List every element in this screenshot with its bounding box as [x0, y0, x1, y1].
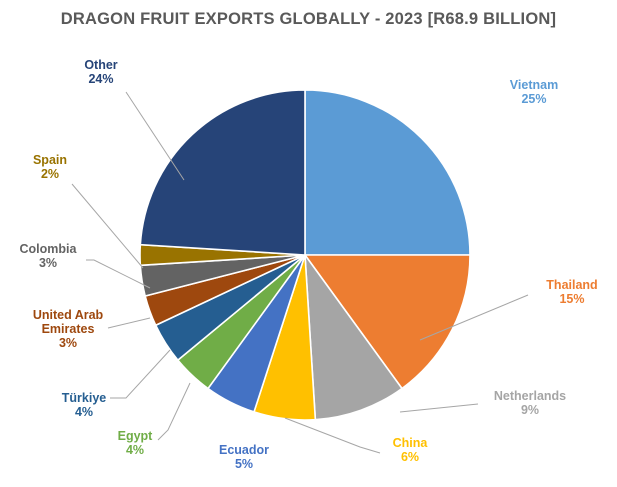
leader-line-united-arab-emirates	[107, 317, 151, 329]
data-label-egypt: Egypt 4%	[118, 429, 154, 457]
pie-slices	[139, 89, 471, 421]
slice-percent: 3%	[39, 256, 57, 270]
data-label-other: Other 24%	[84, 58, 117, 86]
slice-name: Emirates	[42, 322, 95, 336]
slice-percent: 4%	[126, 443, 144, 457]
data-label-spain: Spain 2%	[33, 153, 67, 181]
slice-percent: 25%	[521, 92, 546, 106]
slice-name: Other	[84, 58, 117, 72]
pie-slice-thailand	[303, 254, 471, 390]
data-label-netherlands: Netherlands 9%	[494, 389, 566, 417]
slice-name: China	[393, 436, 429, 450]
leader-line-netherlands	[399, 403, 479, 413]
pie-slice-vietnam	[304, 89, 471, 256]
slice-percent: 3%	[59, 336, 77, 350]
data-label-colombia: Colombia 3%	[20, 242, 78, 270]
data-label-thailand: Thailand 15%	[546, 278, 597, 306]
slice-name: Thailand	[546, 278, 597, 292]
slice-percent: 6%	[401, 450, 419, 464]
slice-name: Vietnam	[510, 78, 558, 92]
slice-percent: 5%	[235, 457, 253, 471]
slice-name: Spain	[33, 153, 67, 167]
slice-name: Türkiye	[62, 391, 107, 405]
data-label-t-rkiye: Türkiye 4%	[62, 391, 107, 419]
slice-name: Netherlands	[494, 389, 566, 403]
pie-slice-netherlands	[304, 252, 404, 421]
leader-lines	[71, 91, 529, 454]
leader-line-other	[125, 91, 185, 181]
leader-line-spain	[71, 183, 144, 269]
leader-line-china	[284, 417, 381, 454]
data-label-united-arab-emirates: United Arab Emirates 3%	[33, 308, 104, 350]
slice-percent: 9%	[521, 403, 539, 417]
slice-percent: 2%	[41, 167, 59, 181]
slice-name: Egypt	[118, 429, 154, 443]
data-label-china: China 6%	[393, 436, 429, 464]
slice-percent: 4%	[75, 405, 93, 419]
pie-slice-other	[139, 89, 306, 256]
leader-line-egypt	[157, 382, 191, 441]
slice-name: United Arab	[33, 308, 104, 322]
data-label-vietnam: Vietnam 25%	[510, 78, 558, 106]
leader-line-t-rkiye	[110, 349, 171, 399]
chart-title: DRAGON FRUIT EXPORTS GLOBALLY - 2023 [R6…	[60, 10, 557, 28]
slice-name: Ecuador	[219, 443, 269, 457]
slice-labels: Vietnam 25% Thailand 15% Netherlands 9% China 6…	[20, 58, 598, 471]
slice-name: Colombia	[20, 242, 78, 256]
slice-percent: 24%	[88, 72, 113, 86]
data-label-ecuador: Ecuador 5%	[219, 443, 269, 471]
leader-line-colombia	[86, 259, 151, 289]
slice-percent: 15%	[559, 292, 584, 306]
leader-line-thailand	[419, 294, 529, 341]
